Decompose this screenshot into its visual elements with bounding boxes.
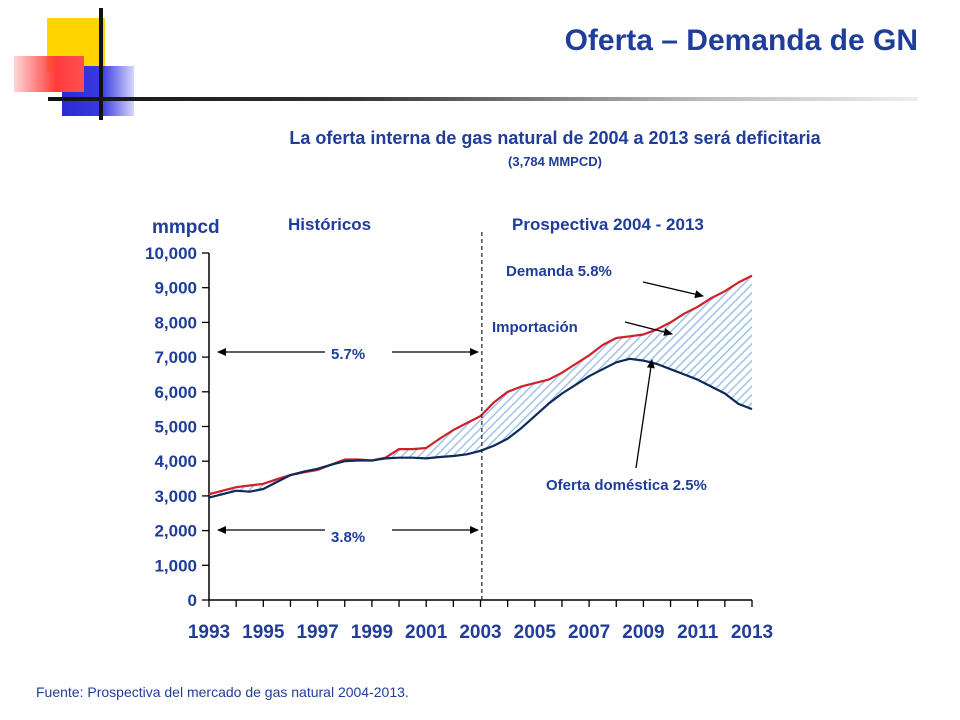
x-tick-label: 2013 — [731, 622, 773, 643]
y-tick-label: 9,000 — [154, 279, 197, 298]
supply-growth-label: Oferta doméstica 2.5% — [546, 477, 707, 494]
x-tick-label: 2009 — [622, 622, 664, 643]
demand-growth-label: Demanda 5.8% — [506, 263, 612, 280]
deco-vertical-line — [99, 8, 103, 120]
y-axis-label: mmpcd — [152, 217, 220, 238]
subtitle-note: (3,784 MMPCD) — [508, 154, 602, 169]
y-tick-label: 2,000 — [154, 522, 197, 541]
y-tick-label: 0 — [188, 591, 197, 610]
source-note: Fuente: Prospectiva del mercado de gas n… — [36, 684, 409, 700]
supply-arrow — [635, 359, 655, 469]
demand-arrow — [642, 281, 704, 299]
historic-section-label: Históricos — [288, 215, 371, 234]
x-tick-label: 2005 — [514, 622, 557, 643]
x-tick-label: 2001 — [405, 622, 448, 643]
x-tick-label: 1993 — [188, 622, 230, 643]
y-tick-label: 3,000 — [154, 487, 197, 506]
x-tick-label: 2011 — [677, 622, 719, 643]
y-tick-label: 4,000 — [154, 452, 197, 471]
y-tick-label: 10,000 — [145, 244, 197, 263]
x-tick-label: 1995 — [242, 622, 285, 643]
x-tick-label: 1997 — [296, 622, 338, 643]
deco-horizontal-line — [48, 97, 918, 101]
historic-supply-growth-label: 3.8% — [331, 529, 365, 546]
x-tick-label: 1999 — [351, 622, 393, 643]
y-tick-label: 6,000 — [154, 383, 197, 402]
imports-arrow — [624, 321, 673, 336]
x-tick-label: 2007 — [568, 622, 610, 643]
slide-title: Oferta – Demanda de GN — [564, 24, 918, 57]
import-gap-area — [209, 275, 752, 498]
supply-line — [208, 357, 753, 499]
chart-subtitle: La oferta interna de gas natural de 2004… — [289, 128, 821, 148]
y-tick-label: 1,000 — [154, 556, 197, 575]
y-tick-label: 7,000 — [154, 348, 197, 367]
imports-label: Importación — [492, 319, 578, 336]
deco-red-bar — [14, 56, 84, 92]
prospective-section-label: Prospectiva 2004 - 2013 — [512, 215, 704, 234]
x-tick-label: 2003 — [459, 622, 501, 643]
demand-line — [208, 274, 753, 496]
y-tick-label: 5,000 — [154, 418, 197, 437]
y-tick-label: 8,000 — [154, 313, 197, 332]
historic-demand-growth-label: 5.7% — [331, 346, 365, 363]
